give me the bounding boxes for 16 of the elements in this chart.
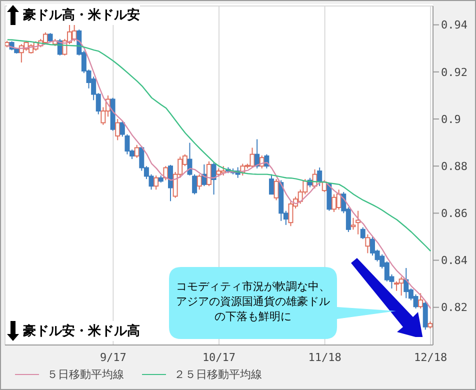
y-tick-label: 0.82 — [441, 301, 468, 314]
y-tick-label: 0.94 — [441, 18, 468, 32]
y-tick-label: 0.88 — [441, 160, 468, 173]
x-tick-label: 9/17 — [100, 350, 126, 364]
y-tick-label: 0.84 — [441, 254, 468, 268]
annotation: コモディティ市況が軟調な中、アジアの資源国通貨の雄豪ドルの下落も鮮明に — [175, 279, 331, 324]
legend-label: ２５日移動平均線 — [174, 367, 262, 382]
annotation: 豪ドル高・米ドル安 — [23, 6, 140, 24]
x-tick-label: 11/18 — [308, 350, 342, 364]
annotation: 豪ドル安・米ドル高 — [23, 322, 140, 340]
y-tick-label: 0.92 — [441, 66, 468, 79]
x-tick-label: 10/17 — [202, 350, 236, 364]
y-tick-label: 0.9 — [441, 112, 461, 126]
x-tick-label: 12/18 — [414, 350, 448, 364]
legend-label: ５日移動平均線 — [47, 367, 124, 382]
y-tick-label: 0.86 — [441, 207, 468, 220]
